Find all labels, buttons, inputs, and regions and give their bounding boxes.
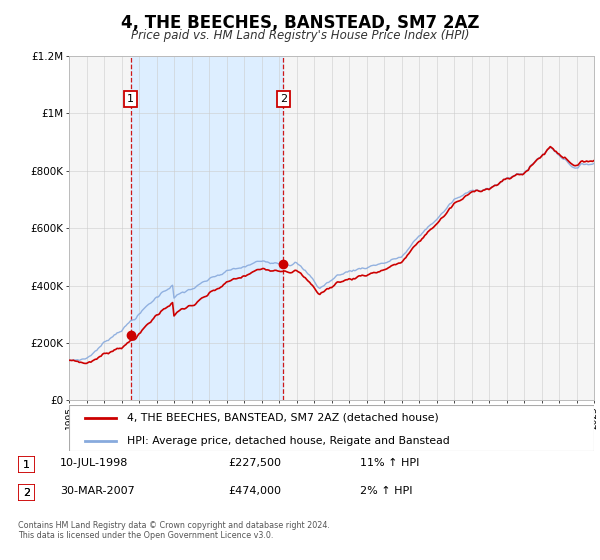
Text: 4, THE BEECHES, BANSTEAD, SM7 2AZ: 4, THE BEECHES, BANSTEAD, SM7 2AZ <box>121 14 479 32</box>
Text: £227,500: £227,500 <box>228 458 281 468</box>
Text: 2: 2 <box>23 488 30 498</box>
Text: HPI: Average price, detached house, Reigate and Banstead: HPI: Average price, detached house, Reig… <box>127 436 449 446</box>
Text: Contains HM Land Registry data © Crown copyright and database right 2024.: Contains HM Land Registry data © Crown c… <box>18 521 330 530</box>
Text: 2% ↑ HPI: 2% ↑ HPI <box>360 486 413 496</box>
Text: 2: 2 <box>23 488 30 498</box>
Text: This data is licensed under the Open Government Licence v3.0.: This data is licensed under the Open Gov… <box>18 531 274 540</box>
Text: 1: 1 <box>23 460 30 470</box>
Bar <box>131 56 283 400</box>
Text: 10-JUL-1998: 10-JUL-1998 <box>60 458 128 468</box>
Text: Price paid vs. HM Land Registry's House Price Index (HPI): Price paid vs. HM Land Registry's House … <box>131 29 469 42</box>
Text: £474,000: £474,000 <box>228 486 281 496</box>
Text: 1: 1 <box>23 460 30 470</box>
Text: 11% ↑ HPI: 11% ↑ HPI <box>360 458 419 468</box>
Text: 4, THE BEECHES, BANSTEAD, SM7 2AZ (detached house): 4, THE BEECHES, BANSTEAD, SM7 2AZ (detac… <box>127 413 439 423</box>
Text: 30-MAR-2007: 30-MAR-2007 <box>60 486 135 496</box>
Text: 1: 1 <box>127 94 134 104</box>
Text: 2: 2 <box>280 94 287 104</box>
